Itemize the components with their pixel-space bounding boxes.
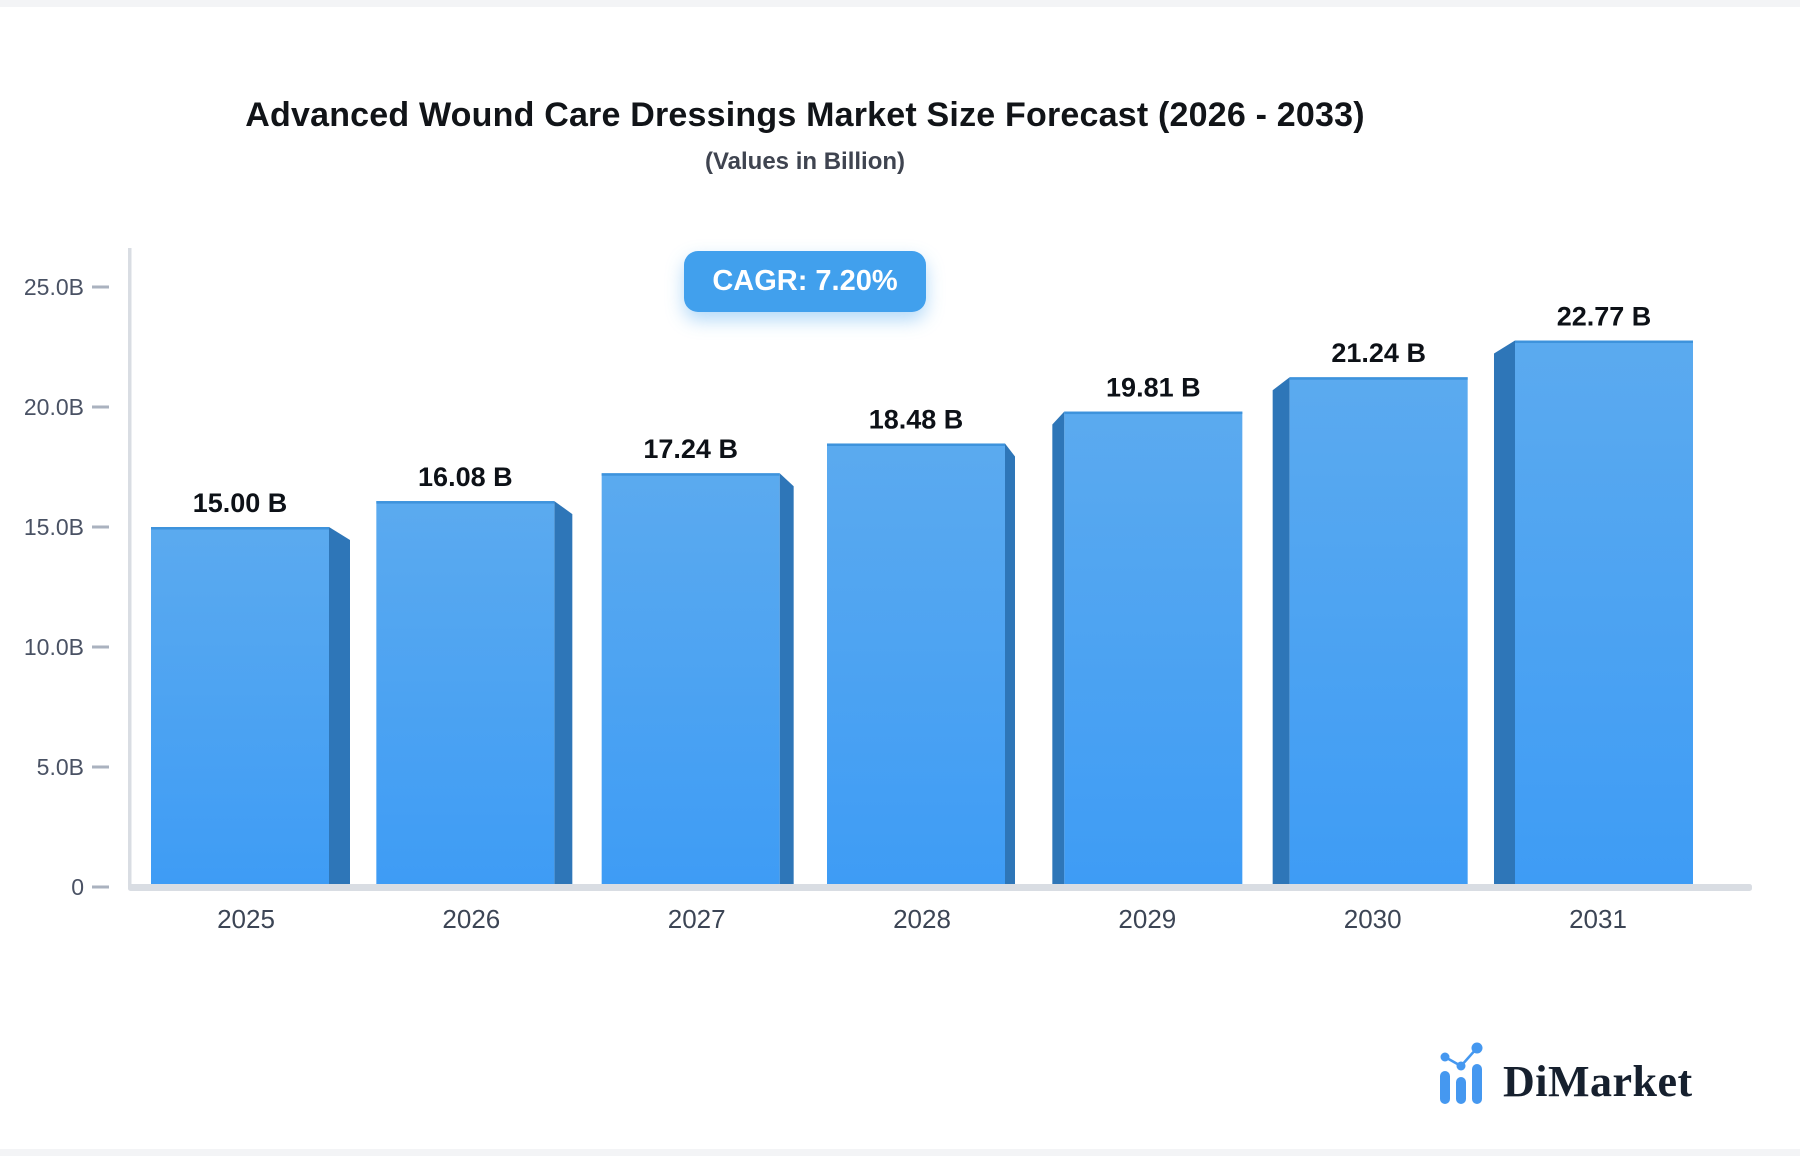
- y-tick-dash: [92, 885, 109, 889]
- x-axis-label-2025: 2025: [217, 904, 275, 934]
- y-tick-dash: [92, 525, 109, 529]
- page-edge-bottom: [0, 1149, 1800, 1156]
- y-tick-label: 5.0B: [37, 754, 84, 780]
- brand-name: DiMarket: [1503, 1057, 1693, 1106]
- cagr-badge: CAGR: 7.20%: [684, 251, 926, 312]
- page-edge-top: [0, 0, 1800, 7]
- y-tick-dash: [92, 285, 109, 289]
- y-tick-dash: [92, 765, 109, 769]
- bar-2025: [151, 527, 329, 886]
- cagr-badge-wrap: CAGR: 7.20%: [0, 251, 1610, 312]
- x-axis-label-2026: 2026: [442, 904, 500, 934]
- bar-2031: [1514, 340, 1693, 886]
- bar-top-edge: [1064, 411, 1243, 415]
- bar-top-edge: [151, 527, 329, 530]
- x-axis-label-2029: 2029: [1118, 904, 1176, 934]
- chart-subtitle: (Values in Billion): [704, 148, 906, 175]
- bar-side-face-2028: [1004, 443, 1015, 885]
- bar-value-label: 19.81 B: [1106, 373, 1201, 403]
- bar-2026: [376, 501, 555, 886]
- bar-value-label: 21.24 B: [1331, 338, 1426, 368]
- y-tick-dash: [92, 645, 109, 649]
- y-tick-dash: [92, 405, 109, 409]
- bar-top-edge: [376, 501, 555, 504]
- bar-2029: [1064, 411, 1243, 886]
- chart-title: Advanced Wound Care Dressings Market Siz…: [245, 96, 1365, 134]
- bar-side-face-2026: [554, 501, 573, 885]
- y-tick-label: 10.0B: [24, 634, 84, 660]
- y-tick-label: 25.0B: [24, 274, 84, 300]
- bar-value-label: 17.24 B: [643, 434, 738, 464]
- y-tick-label: 20.0B: [24, 394, 84, 420]
- x-axis-label-2030: 2030: [1344, 904, 1402, 934]
- x-axis-label-2031: 2031: [1569, 904, 1627, 934]
- x-axis-label-2028: 2028: [893, 904, 951, 934]
- y-axis-line: [128, 248, 132, 889]
- bar-value-label: 18.48 B: [869, 404, 964, 434]
- bar-top-edge: [826, 443, 1005, 446]
- x-axis-line: [128, 884, 1752, 891]
- brand-logo: DiMarket: [1438, 1040, 1693, 1104]
- bar-value-label: 15.00 B: [193, 488, 288, 518]
- bar-top-edge: [1514, 340, 1693, 344]
- bar-2028: [826, 443, 1005, 886]
- bar-side-face-2025: [329, 527, 350, 885]
- bar-side-face-2030: [1272, 377, 1290, 885]
- bar-side-face-2029: [1052, 411, 1065, 885]
- bar-2027: [601, 473, 780, 886]
- y-tick-label: 0: [71, 874, 84, 900]
- bar-2030: [1289, 377, 1468, 886]
- brand-chart-icon: [1440, 1042, 1483, 1104]
- bar-top-edge: [1289, 377, 1468, 380]
- y-tick-label: 15.0B: [24, 514, 84, 540]
- bar-side-face-2031: [1493, 340, 1515, 885]
- bar-value-label: 22.77 B: [1557, 302, 1652, 332]
- bar-side-face-2027: [779, 473, 794, 885]
- bar-top-edge: [601, 473, 780, 476]
- bar-value-label: 16.08 B: [418, 462, 513, 492]
- x-axis-label-2027: 2027: [668, 904, 726, 934]
